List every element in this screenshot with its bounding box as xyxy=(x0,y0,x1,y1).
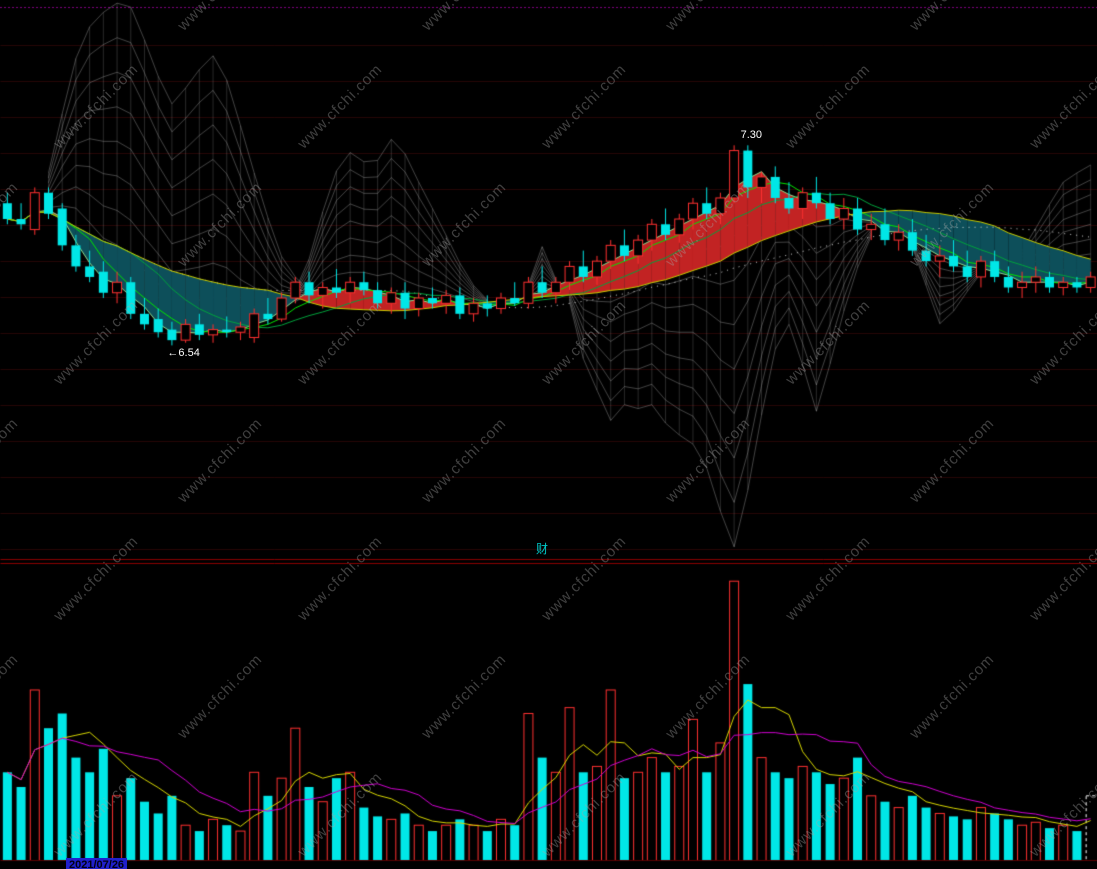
indicator-label: 财 xyxy=(536,542,549,556)
annotation-low-price: ←6.54 xyxy=(167,346,200,359)
date-label[interactable]: 2021/07/26 xyxy=(66,858,128,869)
annotation-high-price: 7.30 xyxy=(740,128,763,141)
